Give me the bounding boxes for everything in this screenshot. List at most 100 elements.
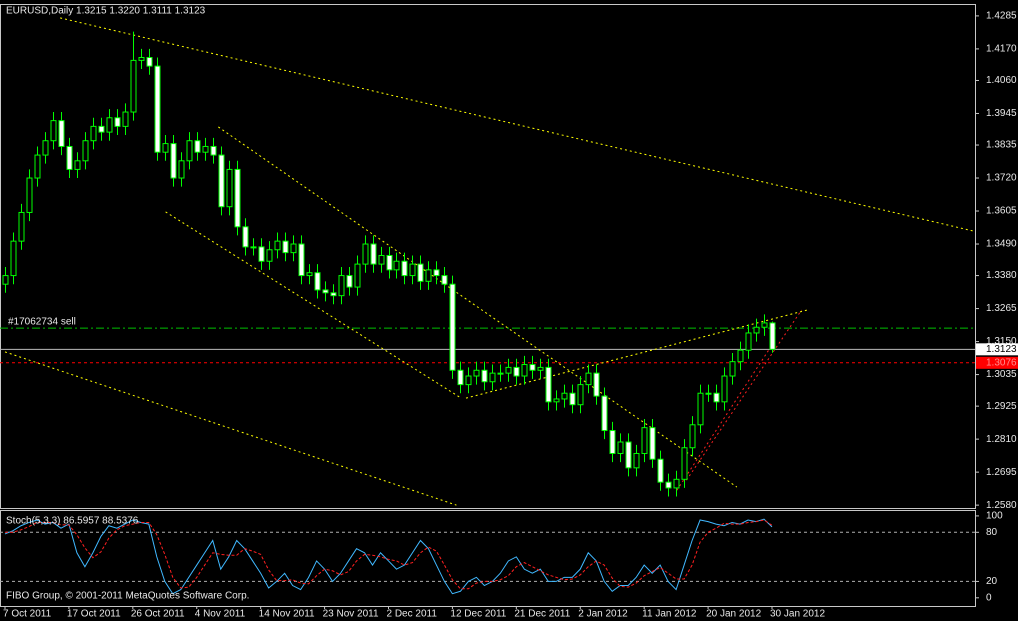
stop-tag-label: 1.3076 — [986, 357, 1017, 368]
x-tick-label: 11 Jan 2012 — [642, 609, 697, 620]
candle-body — [26, 177, 33, 213]
x-tick-label: 23 Nov 2011 — [323, 609, 379, 620]
candle-body — [186, 140, 193, 162]
candle-body — [657, 458, 664, 483]
candle-body — [593, 372, 600, 397]
candle-body — [697, 392, 704, 426]
candle-body — [505, 366, 512, 374]
candle-body — [409, 263, 416, 277]
candle-body — [226, 168, 233, 208]
candle-body — [497, 372, 504, 375]
candle-body — [529, 364, 536, 371]
candle-body — [721, 375, 728, 403]
candle-body — [170, 143, 177, 179]
candle-body — [737, 349, 744, 363]
candle-body — [633, 452, 640, 469]
order-label: #17062734 sell — [8, 317, 76, 328]
y-tick-label: 1.2925 — [986, 401, 1017, 412]
trend-line — [686, 309, 802, 481]
candle-body — [769, 322, 776, 350]
candle-body — [601, 395, 608, 432]
y-tick-label: 1.3945 — [986, 108, 1017, 119]
x-tick-label: 26 Oct 2011 — [131, 609, 185, 620]
bid-tag — [976, 343, 1018, 356]
y-tick-label: 1.2580 — [986, 500, 1017, 511]
candle-body — [18, 211, 25, 242]
y-tick-label: 20 — [986, 576, 998, 587]
candle-body — [473, 369, 480, 377]
candle-body — [274, 240, 281, 251]
candle-body — [393, 260, 400, 271]
candle-body — [58, 120, 65, 147]
candle-body — [258, 246, 265, 262]
candle-body — [553, 398, 560, 403]
candle-body — [282, 240, 289, 254]
y-tick-label: 1.3035 — [986, 369, 1017, 380]
y-tick-label: 1.3605 — [986, 206, 1017, 217]
candle-body — [761, 322, 768, 328]
bid-tag-label: 1.3123 — [986, 344, 1017, 355]
overlay: 1.4285 1.4170 1.4060 1.3945 1.3835 1.3720 1.36… — [3, 11, 1018, 620]
y-tick-label: 1.4170 — [986, 44, 1017, 55]
candle-body — [457, 369, 464, 386]
stop-tag — [976, 356, 1018, 369]
candle-body — [481, 369, 488, 383]
candle-body — [90, 125, 97, 142]
candle-body — [665, 481, 672, 489]
candle-body — [34, 154, 41, 179]
candle-body — [218, 154, 225, 208]
y-tick-label: 1.4060 — [986, 75, 1017, 86]
candle-body — [42, 140, 49, 156]
stoch-line — [4, 518, 773, 595]
candle-body — [138, 57, 145, 61]
price-plot — [0, 17, 975, 506]
x-tick-label: 21 Dec 2011 — [514, 609, 570, 620]
stoch-line — [5, 519, 773, 590]
x-tick-label: 7 Oct 2011 — [3, 609, 52, 620]
candle-body — [729, 361, 736, 377]
y-tick-label: 100 — [986, 511, 1003, 522]
y-tick-label: 1.4285 — [986, 11, 1017, 22]
stoch-plot — [0, 518, 975, 595]
trend-line — [60, 17, 975, 232]
candle-body — [745, 332, 752, 351]
candle-body — [649, 427, 656, 460]
y-tick-label: 1.3380 — [986, 270, 1017, 281]
x-tick-label: 17 Oct 2011 — [67, 609, 121, 620]
candle-body — [681, 447, 688, 480]
candle-body — [441, 275, 448, 285]
candle-body — [370, 243, 377, 265]
y-tick-label: 1.2810 — [986, 434, 1017, 445]
candle-body — [330, 292, 337, 297]
chart-title: EURUSD,Daily 1.3215 1.3220 1.3111 1.3123 — [6, 6, 206, 17]
x-tick-label: 4 Nov 2011 — [195, 609, 246, 620]
stoch-panel-frame — [0, 510, 976, 607]
x-tick-label: 2 Dec 2011 — [387, 609, 438, 620]
candle-body — [98, 125, 105, 133]
candle-body — [50, 120, 57, 142]
candle-body — [617, 441, 624, 454]
y-tick-label: 1.3265 — [986, 303, 1017, 314]
price-panel-frame — [0, 4, 976, 509]
candle-body — [513, 366, 520, 377]
candle-body — [10, 240, 17, 277]
candle-body — [753, 326, 760, 334]
candle-body — [306, 272, 313, 277]
candle-body — [114, 117, 121, 127]
y-tick-label: 1.3835 — [986, 140, 1017, 151]
candle-body — [537, 366, 544, 371]
candle-body — [210, 145, 217, 156]
candle-body — [489, 372, 496, 383]
candle-body — [314, 272, 321, 291]
candle-body — [433, 269, 440, 277]
candle-body — [609, 430, 616, 454]
trend-line — [218, 126, 738, 488]
candle-body — [585, 372, 592, 386]
candle-body — [673, 478, 680, 489]
candle-body — [641, 427, 648, 454]
y-tick-label: 1.3150 — [986, 336, 1017, 347]
y-tick-label: 0 — [986, 592, 992, 603]
trend-line — [676, 344, 773, 491]
x-tick-label: 12 Dec 2011 — [450, 609, 506, 620]
candle-body — [362, 243, 369, 265]
